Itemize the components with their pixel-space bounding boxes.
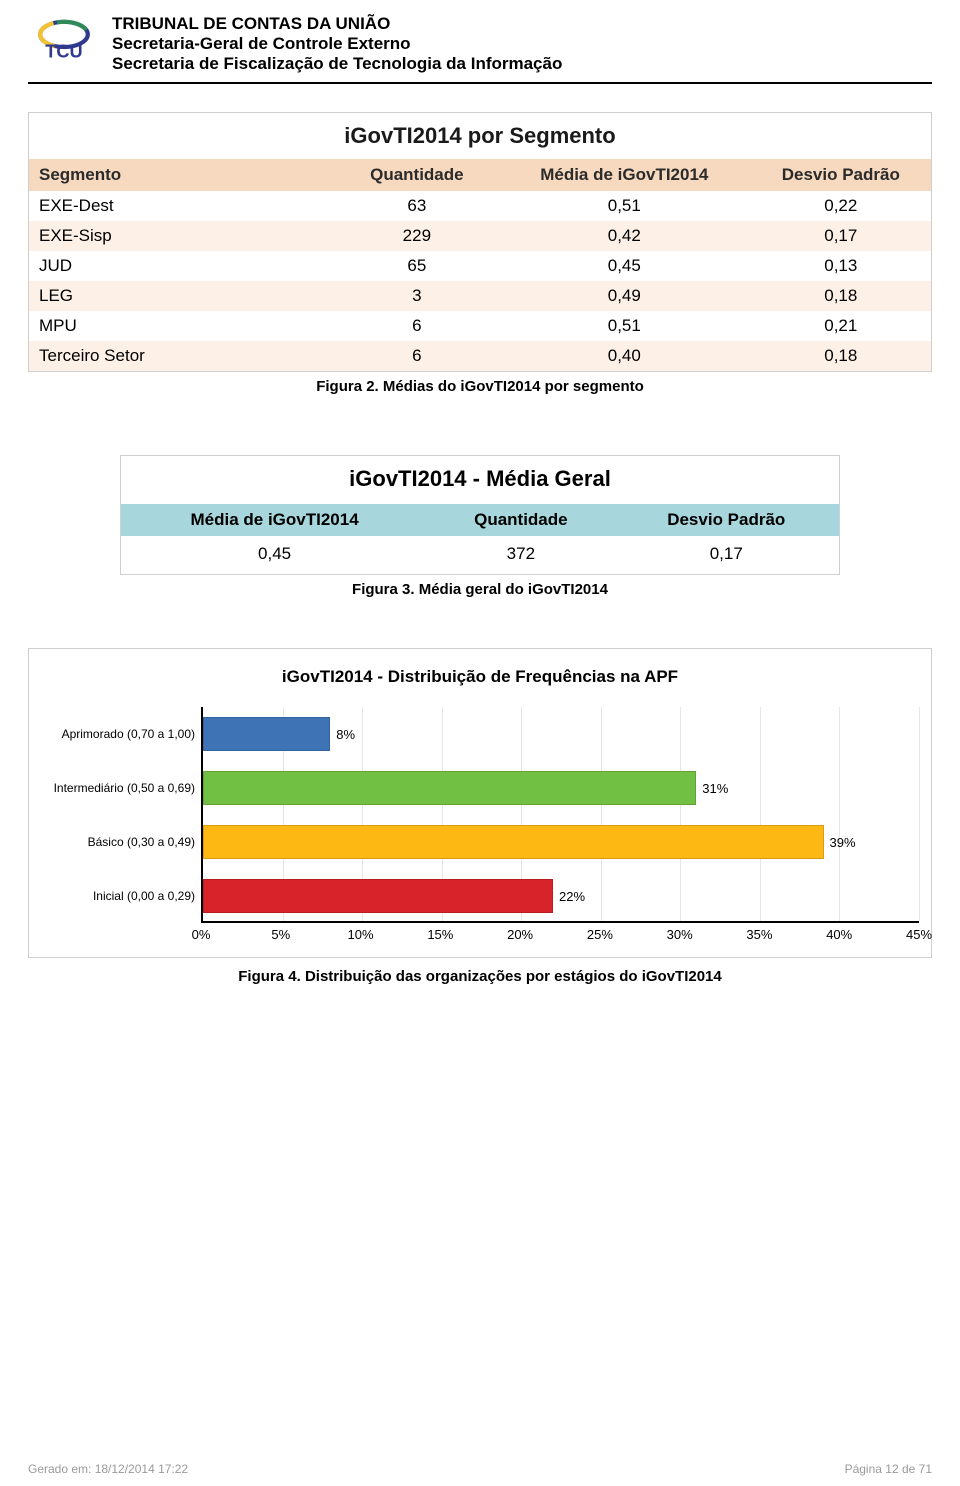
- table-cell: 0,42: [498, 221, 751, 251]
- th-desvio: Desvio Padrão: [751, 159, 931, 191]
- bar-row: 31%: [203, 761, 919, 815]
- chart-y-label: Básico (0,30 a 0,49): [41, 815, 201, 869]
- table-cell: MPU: [29, 311, 336, 341]
- chart-y-labels: Aprimorado (0,70 a 1,00)Intermediário (0…: [41, 707, 201, 923]
- chart-x-label: 15%: [427, 927, 453, 942]
- chart-x-label: 5%: [271, 927, 290, 942]
- table-row: EXE-Dest630,510,22: [29, 191, 931, 221]
- bar-row: 8%: [203, 707, 919, 761]
- bar-row: 22%: [203, 869, 919, 923]
- th-segmento: Segmento: [29, 159, 336, 191]
- figure4-caption: Figura 4. Distribuição das organizações …: [28, 968, 932, 985]
- table-cell: Terceiro Setor: [29, 341, 336, 371]
- table-cell: 0,17: [751, 221, 931, 251]
- table-cell: 0,45: [498, 251, 751, 281]
- bar-value-label: 39%: [830, 835, 856, 850]
- gridline: [919, 707, 920, 921]
- chart-plot-area: 8% 31% 39% 22%: [201, 707, 919, 923]
- bar: [203, 717, 330, 751]
- chart-x-label: 10%: [348, 927, 374, 942]
- chart-x-label: 0%: [192, 927, 211, 942]
- table-cell: 0,40: [498, 341, 751, 371]
- chart-x-label: 45%: [906, 927, 932, 942]
- bar: [203, 771, 696, 805]
- chart-x-label: 40%: [826, 927, 852, 942]
- table-cell: EXE-Dest: [29, 191, 336, 221]
- chart-y-label: Inicial (0,00 a 0,29): [41, 869, 201, 923]
- table-cell: 6: [336, 311, 498, 341]
- chart-x-label: 25%: [587, 927, 613, 942]
- table-row: MPU60,510,21: [29, 311, 931, 341]
- table-cell: 0,21: [751, 311, 931, 341]
- th-media: Média de iGovTI2014: [498, 159, 751, 191]
- freq-chart-box: iGovTI2014 - Distribuição de Frequências…: [28, 648, 932, 958]
- chart-x-label: 20%: [507, 927, 533, 942]
- chart-x-label: 30%: [667, 927, 693, 942]
- table-cell: LEG: [29, 281, 336, 311]
- th2-desvio: Desvio Padrão: [614, 504, 839, 536]
- table-cell: 6: [336, 341, 498, 371]
- table-segmento-box: iGovTI2014 por Segmento Segmento Quantid…: [28, 112, 932, 372]
- td2-media: 0,45: [121, 536, 428, 574]
- bar-row: 39%: [203, 815, 919, 869]
- table-media-geral: Média de iGovTI2014 Quantidade Desvio Pa…: [121, 504, 839, 574]
- header-line-1: TRIBUNAL DE CONTAS DA UNIÃO: [112, 14, 562, 34]
- table2-title: iGovTI2014 - Média Geral: [121, 456, 839, 504]
- table-cell: EXE-Sisp: [29, 221, 336, 251]
- table-cell: 0,18: [751, 341, 931, 371]
- header-line-2: Secretaria-Geral de Controle Externo: [112, 34, 562, 54]
- td2-desvio: 0,17: [614, 536, 839, 574]
- footer-generated: Gerado em: 18/12/2014 17:22: [28, 1462, 188, 1476]
- bar: [203, 825, 824, 859]
- table1-title: iGovTI2014 por Segmento: [29, 113, 931, 159]
- bar-value-label: 22%: [559, 889, 585, 904]
- table-row: Terceiro Setor60,400,18: [29, 341, 931, 371]
- chart-title: iGovTI2014 - Distribuição de Frequências…: [41, 667, 919, 687]
- chart-y-label: Intermediário (0,50 a 0,69): [41, 761, 201, 815]
- th2-media: Média de iGovTI2014: [121, 504, 428, 536]
- th2-quantidade: Quantidade: [428, 504, 613, 536]
- bar: [203, 879, 553, 913]
- tcu-logo: TCU: [28, 12, 100, 68]
- table-segmento: Segmento Quantidade Média de iGovTI2014 …: [29, 159, 931, 371]
- table-cell: 0,22: [751, 191, 931, 221]
- header-line-3: Secretaria de Fiscalização de Tecnologia…: [112, 54, 562, 74]
- bar-value-label: 31%: [702, 781, 728, 796]
- svg-text:TCU: TCU: [45, 42, 82, 62]
- chart-x-label: 35%: [746, 927, 772, 942]
- table-cell: 3: [336, 281, 498, 311]
- figure3-caption: Figura 3. Média geral do iGovTI2014: [28, 581, 932, 598]
- table-row: LEG30,490,18: [29, 281, 931, 311]
- table-media-geral-box: iGovTI2014 - Média Geral Média de iGovTI…: [120, 455, 840, 575]
- table-cell: 63: [336, 191, 498, 221]
- td2-quantidade: 372: [428, 536, 613, 574]
- table-cell: 0,13: [751, 251, 931, 281]
- table-cell: 229: [336, 221, 498, 251]
- table-cell: 0,51: [498, 191, 751, 221]
- bar-value-label: 8%: [336, 727, 355, 742]
- page-footer: Gerado em: 18/12/2014 17:22 Página 12 de…: [28, 1462, 932, 1476]
- figure2-caption: Figura 2. Médias do iGovTI2014 por segme…: [28, 378, 932, 395]
- table-cell: JUD: [29, 251, 336, 281]
- table-cell: 0,51: [498, 311, 751, 341]
- table-row: JUD650,450,13: [29, 251, 931, 281]
- chart-y-label: Aprimorado (0,70 a 1,00): [41, 707, 201, 761]
- table-cell: 65: [336, 251, 498, 281]
- th-quantidade: Quantidade: [336, 159, 498, 191]
- chart-x-axis: 0%5%10%15%20%25%30%35%40%45%: [201, 923, 919, 947]
- footer-page: Página 12 de 71: [845, 1462, 932, 1476]
- table-cell: 0,18: [751, 281, 931, 311]
- table-row: EXE-Sisp2290,420,17: [29, 221, 931, 251]
- header-rule: [28, 82, 932, 84]
- page-header: TCU TRIBUNAL DE CONTAS DA UNIÃO Secretar…: [28, 12, 932, 80]
- table-cell: 0,49: [498, 281, 751, 311]
